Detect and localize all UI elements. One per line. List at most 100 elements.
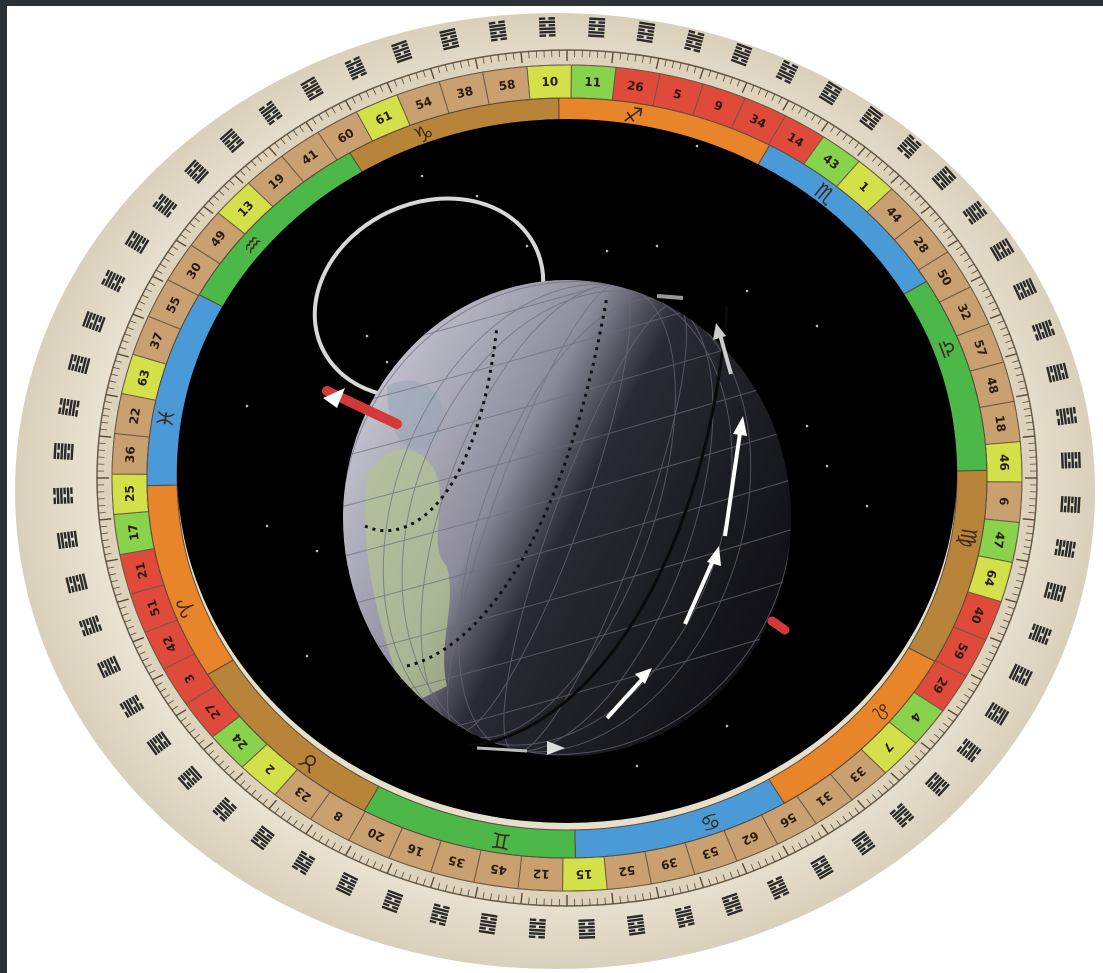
- hexagram-icon: [1055, 406, 1078, 426]
- landmass: [365, 449, 450, 706]
- gate-number: 34: [747, 111, 768, 131]
- gate-number: 51: [144, 598, 163, 618]
- gate-number: 38: [455, 84, 475, 102]
- hexagram-icon: [381, 889, 404, 914]
- hexagram-icon: [636, 21, 656, 44]
- hexagram-icon: [1054, 539, 1076, 559]
- gate-number: 35: [447, 853, 467, 871]
- hexagram-icon: [528, 918, 546, 939]
- hexagram-icon: [684, 29, 705, 53]
- gate-number: 40: [968, 605, 987, 626]
- hexagram-icon: [124, 230, 150, 255]
- axis-south: [767, 616, 790, 635]
- gate-number: 54: [413, 94, 433, 113]
- gate-number: 45: [489, 861, 508, 877]
- hexagram-icon: [250, 825, 275, 851]
- mandala-canvas: 10 11 26 5 9 34 14 43 1 44 28 50 32 57 48 18 46 6 47 64 40 59…: [7, 6, 1103, 973]
- gate-number: 36: [123, 446, 138, 463]
- hexagram-icon: [962, 200, 988, 225]
- hexagram-icon: [439, 27, 460, 51]
- hexagram-icon: [1012, 277, 1038, 301]
- hexagram-icon: [58, 397, 80, 417]
- hexagram-icon: [335, 871, 359, 897]
- zodiac-symbol: ♍: [953, 526, 981, 550]
- gate-number: 18: [992, 414, 1008, 432]
- hexagram-icon: [766, 875, 790, 901]
- zodiac-symbol: ♓: [153, 407, 181, 431]
- rotation-path: [466, 305, 729, 748]
- hexagram-icon: [488, 20, 508, 42]
- hexagram-icon: [152, 193, 178, 218]
- hexagram-icon: [924, 771, 950, 797]
- earth-globe: [343, 280, 791, 756]
- hexagram-icon: [588, 17, 606, 38]
- hexagram-icon: [989, 237, 1015, 262]
- hexagram-icon: [101, 269, 126, 293]
- gate-number: 52: [618, 863, 636, 879]
- hexagram-icon: [177, 765, 203, 791]
- hexagram-icon: [1060, 496, 1081, 514]
- hexagram-icon: [818, 80, 843, 106]
- hexagram-icon: [56, 530, 79, 550]
- gate-number: 53: [700, 843, 720, 862]
- gate-number: 55: [163, 294, 183, 315]
- stars: [245, 144, 869, 768]
- hexagram-icon: [212, 796, 238, 822]
- hexagram-icon: [956, 738, 982, 763]
- gate-number: 39: [659, 855, 679, 873]
- hexagram-icon: [721, 892, 743, 917]
- gate-number: 5: [672, 87, 684, 103]
- hexagram-icon: [119, 694, 145, 719]
- hexagram-icon: [184, 159, 210, 185]
- gate-number: 6: [997, 497, 1011, 506]
- hexagram-ring: [53, 17, 1081, 939]
- gate-number: 21: [133, 561, 151, 581]
- hexagram-icon: [67, 353, 91, 375]
- hexagram-icon: [810, 854, 834, 880]
- hexagram-icon: [1043, 581, 1067, 603]
- hexagram-icon: [53, 442, 74, 460]
- gate-number: 57: [971, 338, 990, 358]
- gate-number: 37: [147, 331, 166, 352]
- hexagram-icon: [1028, 623, 1052, 646]
- gate-number: 17: [126, 523, 142, 541]
- gate-number: 11: [584, 75, 601, 90]
- hexagram-icon: [1008, 663, 1033, 687]
- hexagram-icon: [1031, 319, 1056, 341]
- hexagram-icon: [775, 59, 799, 85]
- hexagram-icon: [291, 850, 316, 876]
- gate-number: 15: [576, 867, 593, 882]
- axis-arrow-icon: [323, 388, 345, 408]
- gate-number: 16: [405, 841, 426, 860]
- tick-marks: [97, 50, 1037, 906]
- hexagram-icon: [1060, 451, 1081, 469]
- hexagram-icon: [730, 42, 753, 67]
- gate-number: 59: [951, 640, 971, 661]
- hexagram-icon: [851, 830, 876, 856]
- gate-number: 58: [498, 77, 516, 93]
- hexagram-icon: [889, 802, 915, 828]
- zodiac-symbol: ♊: [489, 826, 513, 854]
- gate-number: 25: [123, 485, 138, 502]
- hexagram-icon: [65, 573, 88, 594]
- gate-number: 62: [740, 828, 761, 848]
- gate-number: 64: [981, 568, 999, 588]
- hexagram-icon: [984, 701, 1010, 726]
- hexagram-icon: [674, 905, 695, 929]
- hexagram-icon: [896, 134, 922, 160]
- hexagram-icon: [626, 914, 646, 936]
- hexagram-icon: [258, 100, 283, 126]
- hexagram-icon: [78, 615, 103, 637]
- gate-number: 61: [373, 108, 394, 128]
- gate-number: 46: [997, 454, 1012, 471]
- hexagram-icon: [538, 17, 556, 38]
- hexagram-icon: [344, 55, 368, 81]
- gate-number: 32: [954, 301, 974, 322]
- hexagram-icon: [429, 903, 450, 927]
- hexagram-icon: [96, 655, 122, 679]
- gate-number: 48: [984, 376, 1002, 396]
- gate-number: 63: [135, 368, 153, 388]
- gate-number: 22: [127, 407, 143, 426]
- hexagram-icon: [859, 105, 884, 131]
